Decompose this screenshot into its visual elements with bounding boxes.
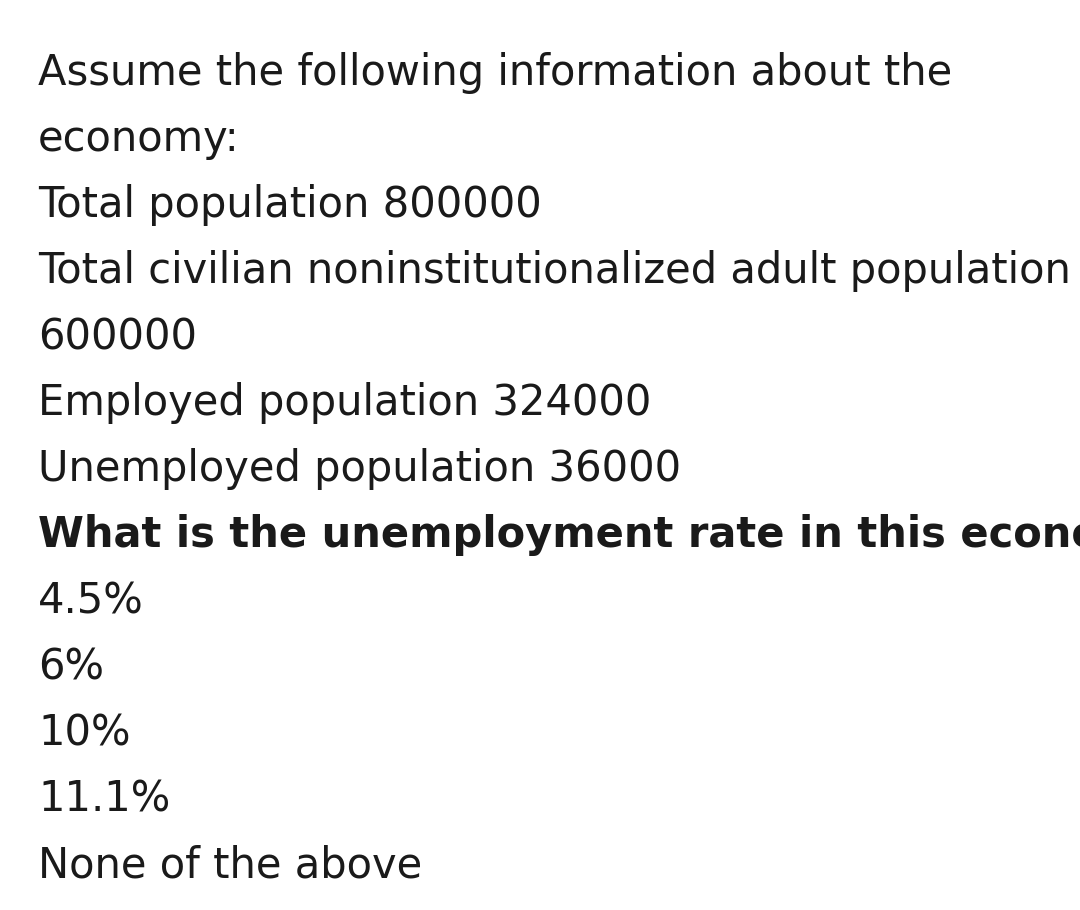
Text: 6%: 6%	[38, 646, 104, 688]
Text: Total civilian noninstitutionalized adult population: Total civilian noninstitutionalized adul…	[38, 250, 1071, 292]
Text: Unemployed population 36000: Unemployed population 36000	[38, 448, 681, 490]
Text: economy:: economy:	[38, 118, 240, 160]
Text: Assume the following information about the: Assume the following information about t…	[38, 52, 953, 94]
Text: 11.1%: 11.1%	[38, 778, 171, 820]
Text: What is the unemployment rate in this economy?: What is the unemployment rate in this ec…	[38, 514, 1080, 556]
Text: 10%: 10%	[38, 712, 131, 754]
Text: 4.5%: 4.5%	[38, 580, 144, 622]
Text: None of the above: None of the above	[38, 844, 422, 886]
Text: 600000: 600000	[38, 316, 197, 358]
Text: Total population 800000: Total population 800000	[38, 184, 542, 226]
Text: Employed population 324000: Employed population 324000	[38, 382, 651, 424]
